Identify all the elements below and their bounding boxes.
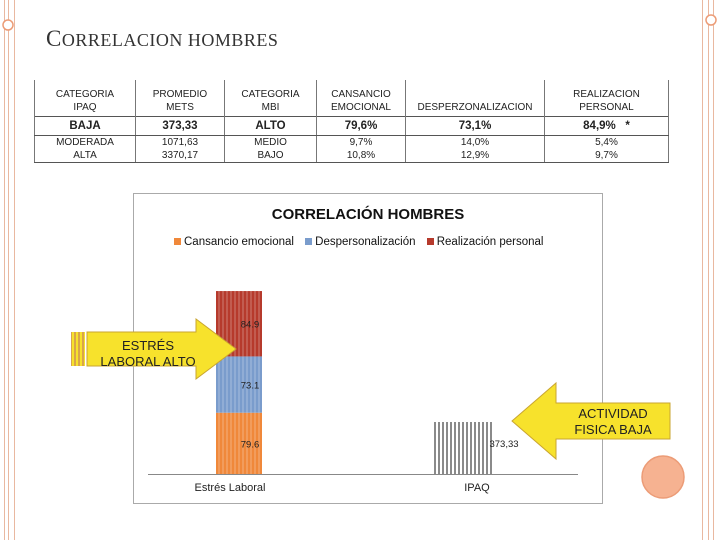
table-cell: 3370,17 <box>135 149 225 163</box>
table-header-cell: PROMEDIO METS <box>135 80 225 117</box>
chart-legend: Cansancio emocional Despersonalización R… <box>174 236 552 248</box>
table-cell: 73,1% <box>405 116 545 136</box>
table-row: ALTA 3370,17 BAJO 10,8% 12,9% 9,7% <box>34 149 669 163</box>
chart-title: CORRELACIÓN HOMBRES <box>271 206 465 223</box>
frame-line <box>8 0 9 540</box>
slide-title: CORRELACION HOMBRES <box>46 26 278 52</box>
legend-label: Realización personal <box>436 236 544 248</box>
bar-segment <box>216 412 262 474</box>
table-cell: ALTA <box>34 149 136 163</box>
frame-line <box>4 0 5 540</box>
frame-circle <box>641 455 685 499</box>
frame-line <box>708 0 709 540</box>
legend-swatch <box>305 238 313 245</box>
legend-swatch <box>426 238 434 245</box>
table-cell: 9,7% <box>544 149 669 163</box>
table-header-cell: CATEGORIA IPAQ <box>34 80 136 117</box>
data-label: 73.1 <box>241 381 260 392</box>
chart-area: CORRELACIÓN HOMBRES Cansancio emocional … <box>133 193 603 504</box>
table-header-row: CATEGORIA IPAQ PROMEDIO METS CATEGORIA MBI … <box>34 80 669 117</box>
frame-circle <box>705 14 717 26</box>
right-callout-arrow <box>511 381 671 461</box>
table-cell: 9,7% <box>316 135 406 149</box>
table-cell: 84,9% * <box>544 116 669 136</box>
x-tick-label: Estrés Laboral <box>194 482 266 494</box>
arrow-shape <box>86 318 237 380</box>
frame-circle <box>2 19 14 31</box>
x-axis <box>148 474 578 475</box>
data-label: 79.6 <box>241 439 260 450</box>
data-label: 84.9 <box>241 320 260 331</box>
table-cell: 5,4% <box>544 135 669 149</box>
title-rest: ORRELACION HOMBRES <box>61 30 279 50</box>
table-header-cell: DESPERZONALIZACION <box>405 80 545 117</box>
table-cell: MEDIO <box>224 135 317 149</box>
right-frame <box>698 0 720 540</box>
legend-label: Despersonalización <box>315 236 416 248</box>
legend-swatch <box>174 238 181 245</box>
data-label: 373,33 <box>489 439 518 450</box>
ipaq-bar <box>434 422 492 474</box>
arrow-shape <box>511 381 671 461</box>
table-cell: 14,0% <box>405 135 545 149</box>
legend-item: Despersonalización <box>305 236 416 248</box>
chart-plot: 79.6 73.1 84.9 373,33 <box>216 291 519 474</box>
bar-segment <box>216 356 262 413</box>
table-cell: 12,9% <box>405 149 545 163</box>
table-cell: ALTO <box>224 116 317 136</box>
table-cell: MODERADA <box>34 135 136 149</box>
table-cell: 79,6% <box>316 116 406 136</box>
table-cell: 10,8% <box>316 149 406 163</box>
frame-line <box>14 0 15 540</box>
frame-line <box>713 0 714 540</box>
table-header-cell: REALIZACION PERSONAL <box>544 80 669 117</box>
table-row: MODERADA 1071,63 MEDIO 9,7% 14,0% 5,4% <box>34 135 669 149</box>
title-initial: C <box>46 26 62 51</box>
left-callout-arrow <box>71 318 237 380</box>
left-frame <box>0 0 22 540</box>
right-callout-text: ACTIVIDAD FISICA BAJA <box>574 406 652 437</box>
table-cell: BAJO <box>224 149 317 163</box>
table-highlight-row: BAJA 373,33 ALTO 79,6% 73,1% 84,9% * <box>34 116 669 136</box>
table-cell: 1071,63 <box>135 135 225 149</box>
arrow-stripe <box>71 332 85 366</box>
table-header-cell: CATEGORIA MBI <box>224 80 317 117</box>
frame-line <box>702 0 703 540</box>
table-cell: 373,33 <box>135 116 225 136</box>
table-header-cell: CANSANCIO EMOCIONAL <box>316 80 406 117</box>
legend-item: Cansancio emocional <box>174 236 294 248</box>
x-tick-label: IPAQ <box>464 482 490 494</box>
correlation-table: CATEGORIA IPAQ PROMEDIO METS CATEGORIA MBI … <box>34 80 669 163</box>
left-callout-text: ESTRÉS LABORAL ALTO <box>100 338 196 369</box>
legend-label: Cansancio emocional <box>184 236 294 248</box>
table-cell: BAJA <box>34 116 136 136</box>
legend-item: Realización personal <box>426 236 544 248</box>
